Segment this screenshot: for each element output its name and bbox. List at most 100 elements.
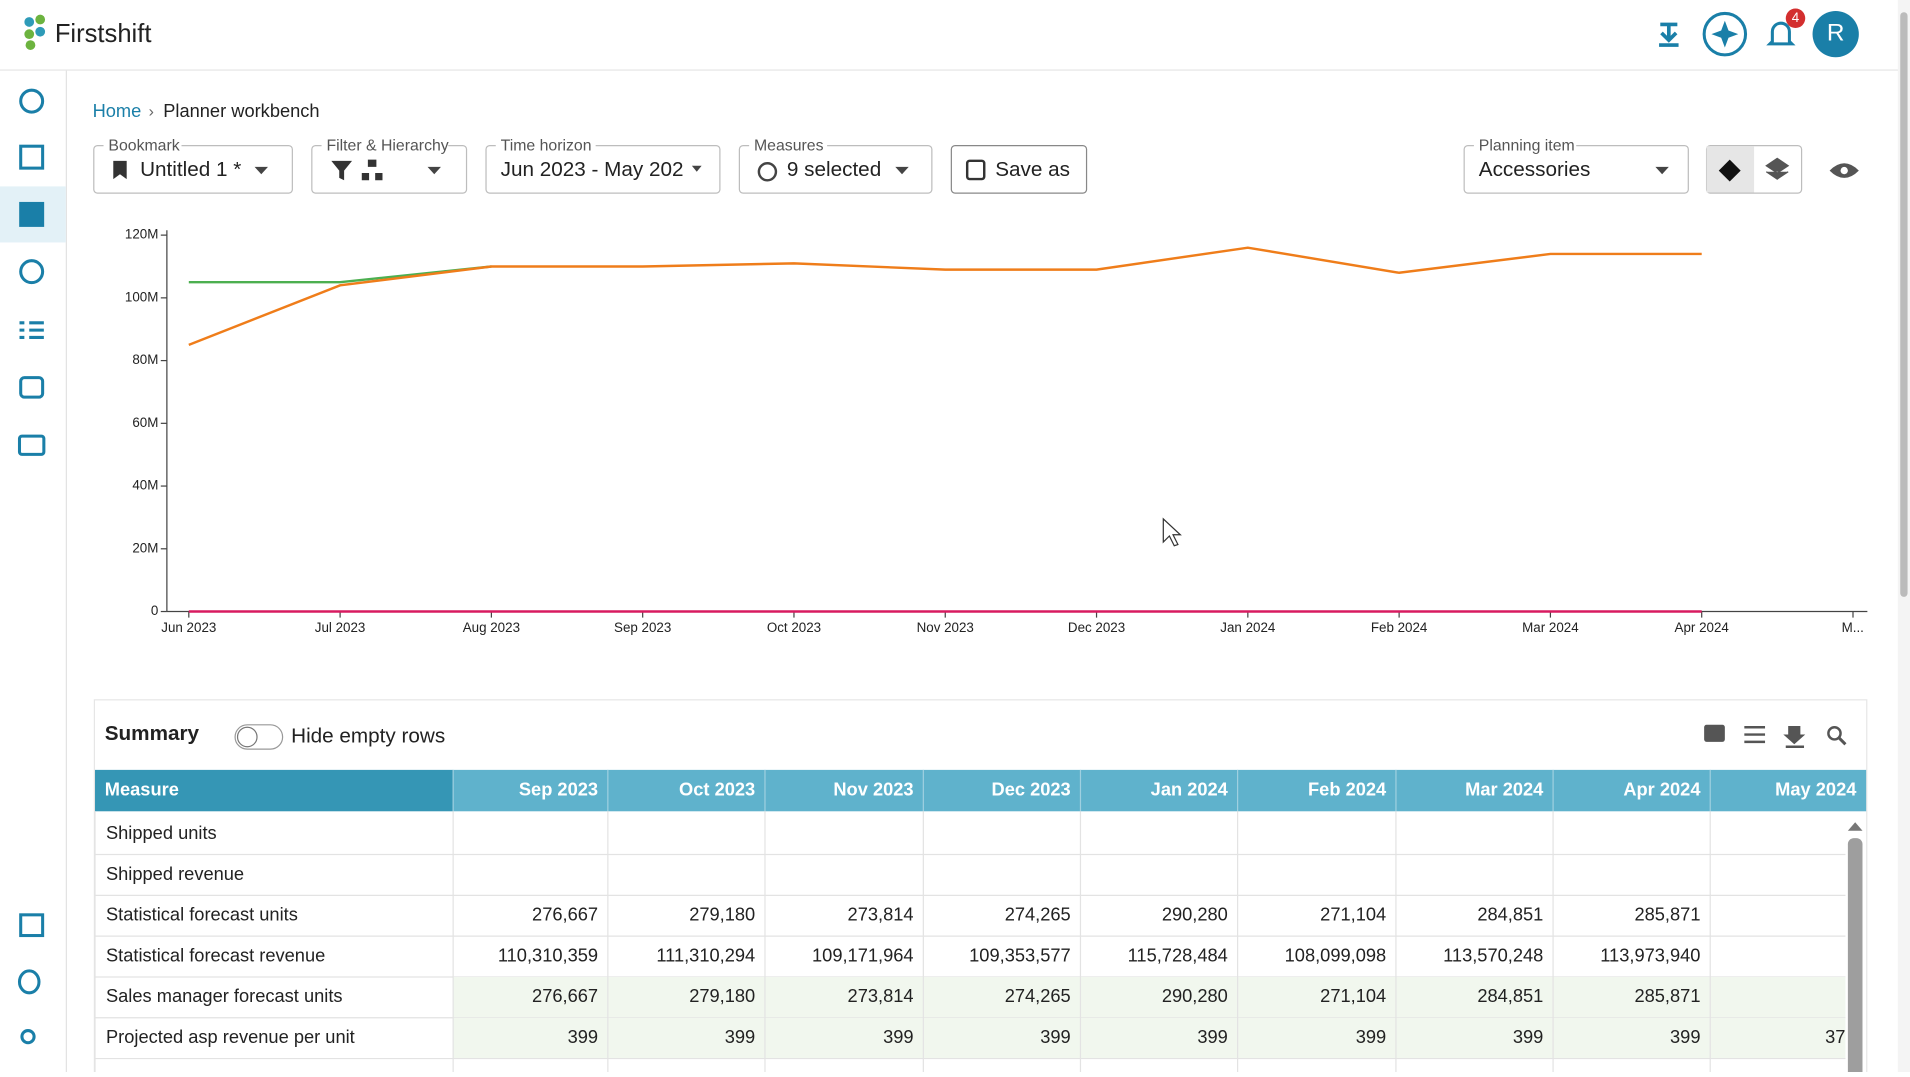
avatar[interactable]: [1812, 10, 1859, 58]
breadcrumb-home[interactable]: Home: [93, 100, 142, 121]
cell: 109,353,577: [969, 944, 1071, 965]
cell: 273,814: [848, 904, 914, 925]
cell: 113,570,248: [1443, 944, 1543, 965]
cell: 399: [725, 1026, 755, 1047]
cell: 399: [1040, 1026, 1070, 1047]
cell: 399: [1356, 1026, 1386, 1047]
table-scroll-thumb[interactable]: [1847, 838, 1863, 1077]
x-tick-label: Jun 2023: [161, 620, 216, 635]
cell: 399: [1513, 1026, 1543, 1047]
row-highlight: [453, 976, 1846, 1018]
summary-title: Summary: [105, 722, 200, 745]
cell: 274,265: [1005, 985, 1071, 1006]
cell: 276,667: [532, 985, 598, 1006]
search-icon[interactable]: [1827, 726, 1842, 741]
row-label: Shipped revenue: [106, 863, 244, 884]
y-tick-label: 60M: [132, 415, 158, 430]
save-as-button[interactable]: [950, 144, 1088, 194]
row-highlight: [453, 1017, 1846, 1059]
x-tick-label: M...: [1842, 620, 1864, 635]
header-cell: May 2024: [1775, 778, 1857, 799]
time-value: Jun 2023 - May 202: [501, 158, 684, 181]
header-cell: Apr 2024: [1623, 778, 1701, 799]
nav-admin[interactable]: [20, 1029, 36, 1045]
list-icon[interactable]: [1744, 726, 1766, 744]
time-field[interactable]: [485, 144, 721, 194]
time-label: Time horizon: [501, 137, 592, 154]
x-tick-label: Feb 2024: [1371, 620, 1428, 635]
layers-icon: [1765, 157, 1790, 180]
sidebar-icons: [17, 88, 46, 1045]
header-cell: Sep 2023: [519, 778, 598, 799]
filter-label: Filter & Hierarchy: [326, 137, 448, 154]
cell: 279,180: [689, 985, 755, 1006]
nav-workbench[interactable]: [19, 201, 45, 227]
table: Measure Sep 2023 Oct 2023 Nov 2023 Dec 2023 J…: [94, 769, 1867, 1072]
row-label: Statistical forecast revenue: [106, 944, 325, 965]
comment-icon[interactable]: [1704, 724, 1725, 742]
row-label: Projected asp revenue per unit: [106, 1026, 355, 1047]
x-tick-label: Sep 2023: [614, 620, 671, 635]
bell-icon[interactable]: [1766, 21, 1796, 46]
cell: 271,104: [1320, 904, 1386, 925]
summary-tools: [1704, 724, 1847, 748]
header-cell: Mar 2024: [1465, 778, 1544, 799]
bookmark-label: Bookmark: [108, 137, 179, 154]
nav-shipping[interactable]: [19, 376, 45, 399]
toggle-label: Hide empty rows: [291, 724, 445, 747]
x-tick-label: Aug 2023: [463, 620, 520, 635]
y-tick-label: 80M: [132, 352, 158, 367]
cell: 285,871: [1634, 985, 1700, 1006]
download-icon[interactable]: [1659, 22, 1679, 47]
cell: 115,728,484: [1128, 944, 1228, 965]
nav-reports[interactable]: [19, 144, 45, 170]
nav-briefcase[interactable]: [17, 434, 46, 456]
cell: 279,180: [689, 904, 755, 925]
brand: Firstshift: [55, 20, 152, 48]
save-icon: [965, 159, 986, 181]
header-bg: [453, 769, 1867, 812]
bookmark-field[interactable]: [93, 144, 293, 194]
row-label: Shipped units: [106, 822, 217, 843]
cell: 276,667: [532, 904, 598, 925]
cell: 108,099,098: [1285, 944, 1387, 965]
ai-icon: [1711, 20, 1739, 48]
cell: 290,280: [1162, 904, 1228, 925]
header-cell: Feb 2024: [1308, 778, 1387, 799]
nav-building[interactable]: [19, 913, 45, 938]
avatar-letter: R: [1827, 20, 1845, 47]
save-as-text: Save as: [995, 158, 1070, 181]
badge: [1785, 8, 1806, 29]
cell: 399: [1670, 1026, 1700, 1047]
planning-value: Accessories: [1479, 158, 1591, 181]
measures-label: Measures: [754, 137, 824, 154]
measures-value: 9 selected: [787, 158, 881, 181]
ai-button[interactable]: [1702, 11, 1748, 57]
nav-trends[interactable]: [19, 259, 45, 285]
nav-tasks[interactable]: [19, 321, 44, 339]
filter-icon: [331, 160, 353, 181]
x-tick-label: Oct 2023: [767, 620, 821, 635]
header-measure-bg: [95, 769, 454, 812]
header-cell: Oct 2023: [679, 778, 755, 799]
badge-count: 4: [1792, 10, 1800, 25]
nav-database[interactable]: [17, 969, 41, 995]
toolbar: [93, 144, 1803, 194]
cell: 37: [1825, 1026, 1845, 1047]
breadcrumb-sep: ›: [149, 103, 154, 120]
y-tick-label: 40M: [132, 478, 158, 493]
logo[interactable]: Firstshift: [24, 14, 152, 50]
table-download-icon[interactable]: [1783, 726, 1806, 748]
cell: 290,280: [1162, 985, 1228, 1006]
measures-field[interactable]: [738, 144, 933, 194]
nav-dashboard[interactable]: [19, 88, 45, 114]
eye-pupil: [1840, 166, 1848, 175]
x-tick-label: Dec 2023: [1068, 620, 1125, 635]
scroll-thumb[interactable]: [1900, 12, 1908, 597]
y-tick-label: 120M: [125, 227, 158, 242]
y-tick-label: 0: [151, 603, 158, 618]
cell: 399: [1197, 1026, 1227, 1047]
cell: 273,814: [848, 985, 914, 1006]
y-tick-label: 20M: [132, 540, 158, 555]
table-scroll-up[interactable]: [1847, 822, 1863, 831]
